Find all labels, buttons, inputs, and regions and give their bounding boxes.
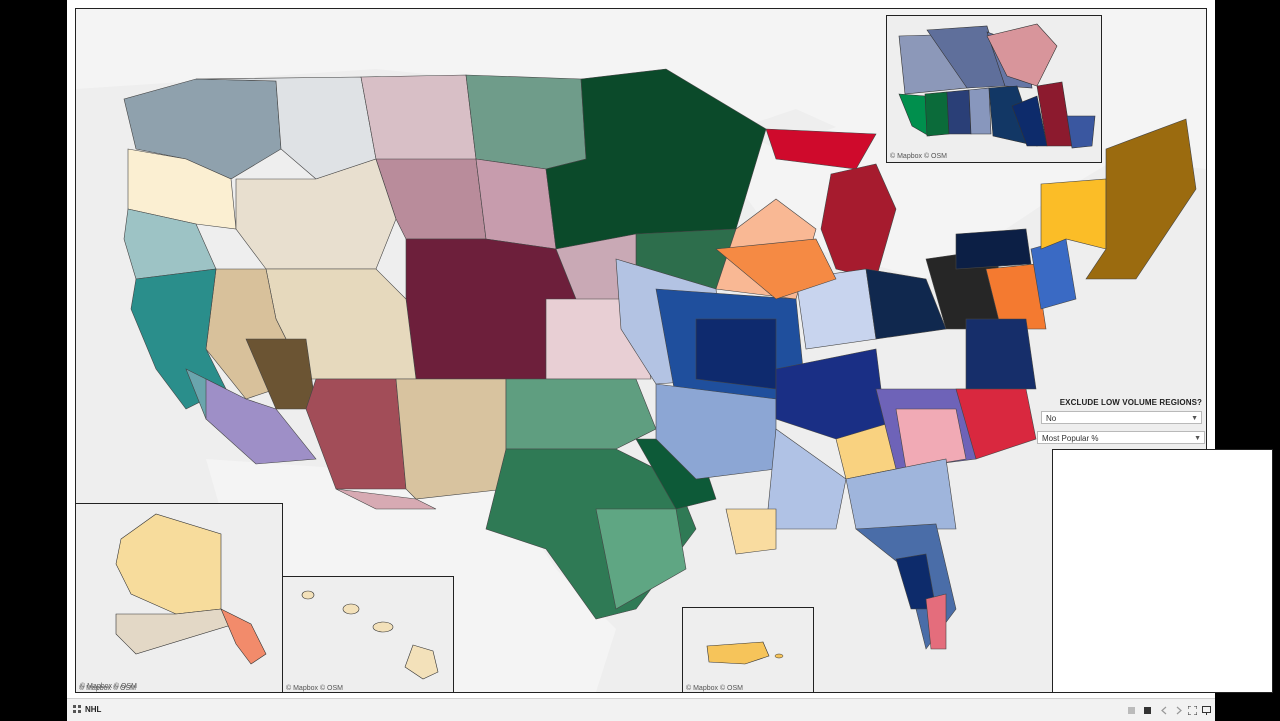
canada-map[interactable] <box>887 16 1101 162</box>
region-arctic[interactable] <box>986 23 1058 87</box>
puerto-rico-map[interactable] <box>683 608 813 693</box>
region-manitoba[interactable] <box>968 87 992 135</box>
next-page-icon[interactable] <box>1160 706 1169 715</box>
region-buffalo-west[interactable] <box>955 228 1032 270</box>
region-maritimes[interactable] <box>1066 115 1096 149</box>
exclude-dropdown-value: No <box>1046 414 1057 423</box>
alaska-inset[interactable]: © Mapbox © OSM <box>76 503 283 693</box>
region-arizona[interactable] <box>305 378 407 490</box>
region-florida-panthers[interactable] <box>925 593 947 650</box>
region-carolina[interactable] <box>955 388 1037 460</box>
region-south-dakota[interactable] <box>475 158 557 250</box>
region-alaska[interactable] <box>115 513 222 615</box>
region-st-louis-core[interactable] <box>695 318 777 390</box>
region-arkansas[interactable] <box>655 383 777 480</box>
region-idaho[interactable] <box>235 158 397 270</box>
region-new-mexico[interactable] <box>395 378 507 500</box>
us-map-frame[interactable]: © Mapbox © OSM © Mapbox © OSM © Mapbox ©… <box>75 8 1207 693</box>
region-kauai[interactable] <box>301 590 315 600</box>
exclude-low-volume-dropdown[interactable]: No ▼ <box>1041 411 1202 424</box>
alaska-attribution: © Mapbox © OSM <box>79 685 136 692</box>
alaska-map[interactable] <box>76 504 282 693</box>
metric-dropdown[interactable]: Most Popular % ▼ <box>1037 431 1205 444</box>
region-alaska-south[interactable] <box>115 608 242 655</box>
fullscreen-icon[interactable] <box>1188 706 1197 715</box>
region-chicago[interactable] <box>715 238 837 300</box>
hawaii-map[interactable] <box>283 577 453 693</box>
region-houston[interactable] <box>595 508 687 610</box>
filter-panel: EXCLUDE LOW VOLUME REGIONS? No ▼ Most Po… <box>1037 398 1205 448</box>
us-choropleth-map[interactable] <box>76 9 1206 692</box>
region-juneau[interactable] <box>220 608 267 665</box>
region-boston[interactable] <box>1085 118 1197 280</box>
chevron-down-icon: ▼ <box>1194 435 1201 442</box>
region-north-dakota[interactable] <box>465 74 587 170</box>
region-sc[interactable] <box>895 408 967 470</box>
chevron-down-icon: ▼ <box>1191 415 1198 422</box>
region-saskatchewan[interactable] <box>946 89 972 135</box>
region-washington[interactable] <box>965 318 1037 390</box>
hawaii-inset[interactable]: © Mapbox © OSM <box>282 576 454 693</box>
region-big-island[interactable] <box>404 644 439 680</box>
grid-icon <box>73 705 81 713</box>
canada-inset[interactable]: © Mapbox © OSM <box>886 15 1102 163</box>
filter-title: EXCLUDE LOW VOLUME REGIONS? <box>1059 398 1202 407</box>
region-puerto-rico[interactable] <box>706 641 770 665</box>
region-mississippi[interactable] <box>765 428 847 530</box>
sheet-tab-bar: NHL <box>67 698 1215 721</box>
sheet-tab-nhl[interactable]: NHL <box>67 702 107 718</box>
last-page-icon[interactable] <box>1174 706 1183 715</box>
region-buffalo[interactable] <box>1040 178 1107 250</box>
region-new-orleans[interactable] <box>725 508 777 555</box>
prev-page-icon[interactable] <box>1144 706 1153 715</box>
region-oahu[interactable] <box>342 603 360 615</box>
region-la-kings[interactable] <box>205 378 317 465</box>
region-philadelphia[interactable] <box>985 263 1047 330</box>
puerto-rico-attribution: © Mapbox © OSM <box>686 685 743 692</box>
legend-panel <box>1052 449 1273 693</box>
sheet-tab-label: NHL <box>85 705 102 714</box>
region-tucson[interactable] <box>335 488 437 510</box>
puerto-rico-inset[interactable]: © Mapbox © OSM <box>682 607 814 693</box>
region-alabama[interactable] <box>845 458 957 530</box>
region-vieques[interactable] <box>774 653 784 659</box>
first-page-icon[interactable] <box>1128 706 1137 715</box>
canada-attribution: © Mapbox © OSM <box>890 153 947 160</box>
region-maui[interactable] <box>372 621 394 633</box>
metric-dropdown-value: Most Popular % <box>1042 434 1099 443</box>
region-oklahoma[interactable] <box>505 378 657 450</box>
main-map-attribution: © Mapbox © OSM <box>80 683 137 690</box>
present-icon[interactable] <box>1202 706 1211 715</box>
hawaii-attribution: © Mapbox © OSM <box>286 685 343 692</box>
region-alberta[interactable] <box>924 91 950 137</box>
dashboard: © Mapbox © OSM © Mapbox © OSM © Mapbox ©… <box>67 0 1273 720</box>
region-bc[interactable] <box>898 93 930 137</box>
